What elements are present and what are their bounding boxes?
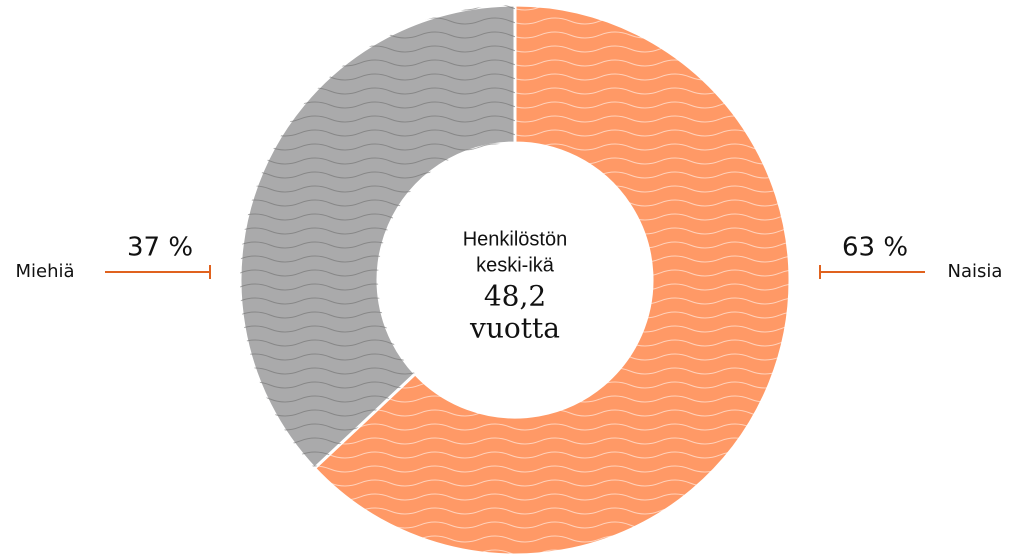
category-label: Miehiä — [15, 261, 74, 282]
center-text: keski-ikä — [476, 254, 555, 276]
center-text: Henkilöstön — [463, 228, 568, 250]
value-label: 37 % — [127, 233, 193, 263]
value-label: 63 % — [842, 233, 908, 263]
category-label: Naisia — [948, 261, 1003, 282]
center-text: vuotta — [469, 312, 560, 345]
center-text: 48,2 — [484, 280, 546, 313]
